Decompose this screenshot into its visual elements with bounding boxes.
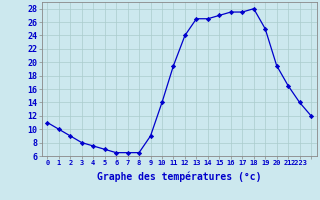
- X-axis label: Graphe des températures (°c): Graphe des températures (°c): [97, 172, 261, 182]
